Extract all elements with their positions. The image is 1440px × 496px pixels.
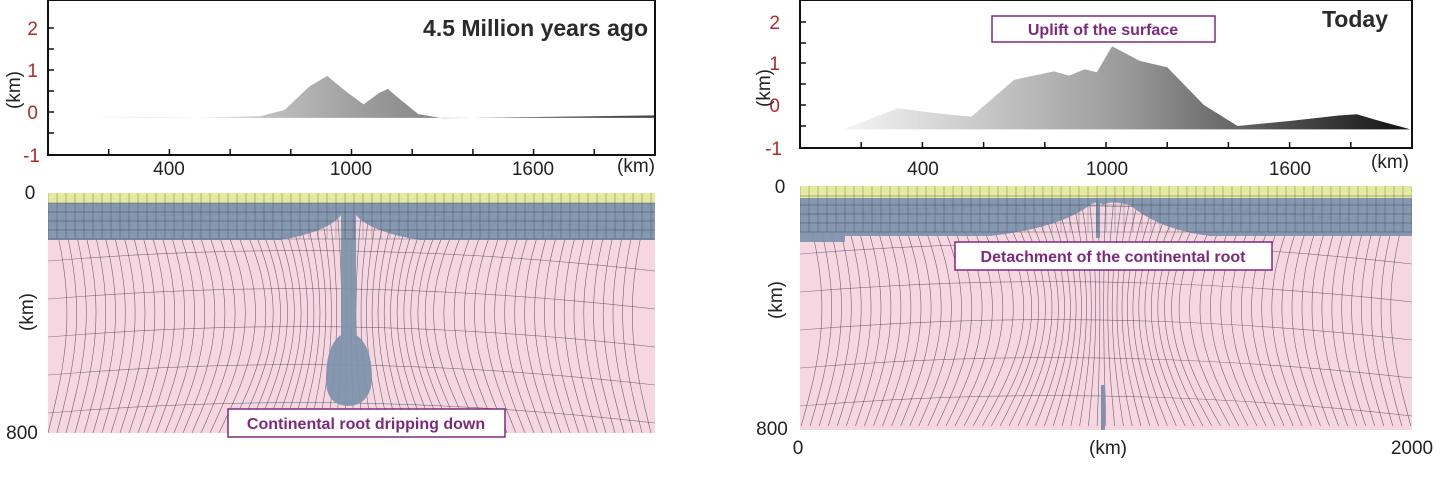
x-tick: 0 bbox=[793, 438, 804, 459]
y-tick: 2 bbox=[769, 13, 780, 34]
x-tick: 1000 bbox=[1086, 159, 1128, 180]
mesh-line bbox=[1111, 186, 1125, 427]
mesh-line bbox=[1069, 186, 1087, 427]
right-model-section: 0 800 (km) 0 (km) 2000 Detachment of the… bbox=[756, 177, 1433, 459]
annotation-box bbox=[991, 15, 1216, 43]
mesh-line bbox=[1138, 186, 1170, 427]
annotation-uplift: Uplift of the surface bbox=[1028, 22, 1178, 39]
right-surface-plot: 2 1 0 -1 (km) 400 1000 1600 (km) Today U… bbox=[754, 0, 1413, 180]
mesh-line bbox=[1121, 186, 1143, 427]
detached-root-neck bbox=[1096, 200, 1100, 238]
y-tick: 0 bbox=[769, 96, 780, 117]
mesh-line bbox=[1033, 186, 1065, 427]
y-axis-label: (km) bbox=[4, 71, 25, 109]
mesh-line bbox=[1060, 186, 1082, 427]
mesh-line bbox=[1042, 186, 1071, 427]
mesh-line bbox=[1116, 186, 1134, 427]
y-tick: 1 bbox=[769, 54, 780, 75]
panel-title: Today bbox=[1322, 6, 1388, 32]
left-surface-plot: 2 1 0 -1 (km) 400 1000 1600 (km) 4.5 Mil… bbox=[4, 0, 656, 180]
y-axis-label: (km) bbox=[17, 293, 38, 331]
annotation-drip: Continental root dripping down bbox=[247, 416, 485, 433]
mesh-line bbox=[1087, 186, 1096, 427]
left-model-section: 0 800 (km) Continental root dripping dow… bbox=[6, 183, 655, 444]
y-axis-label: (km) bbox=[754, 69, 775, 107]
mesh-line bbox=[1126, 186, 1152, 427]
mesh-line bbox=[1051, 186, 1077, 427]
x-tick: 1600 bbox=[1269, 159, 1311, 180]
x-tick: 400 bbox=[153, 159, 185, 180]
x-tick: 400 bbox=[907, 159, 939, 180]
mesh-line bbox=[1078, 186, 1092, 427]
mesh-line bbox=[1144, 186, 1179, 427]
mesh-line bbox=[800, 281, 1412, 303]
left-surface-profile bbox=[93, 75, 655, 119]
lithosphere-layer bbox=[48, 203, 655, 406]
y-tick: 800 bbox=[6, 423, 38, 444]
y-tick: 0 bbox=[25, 183, 36, 204]
y-axis-label: (km) bbox=[766, 281, 787, 319]
mesh-line bbox=[800, 357, 1412, 379]
x-tick: (km) bbox=[1089, 438, 1127, 459]
y-tick: 800 bbox=[756, 419, 788, 440]
x-tick: 2000 bbox=[1391, 438, 1433, 459]
annotation-detachment: Detachment of the continental root bbox=[981, 249, 1247, 266]
x-unit: (km) bbox=[617, 156, 655, 177]
y-tick: -1 bbox=[765, 139, 782, 160]
crust-layer bbox=[48, 193, 655, 203]
y-tick: 1 bbox=[27, 61, 38, 82]
mesh-line bbox=[1132, 186, 1161, 427]
panel-title: 4.5 Million years ago bbox=[423, 15, 648, 41]
y-tick: 2 bbox=[27, 19, 38, 40]
mesh-line bbox=[317, 193, 332, 433]
mesh-line bbox=[1107, 186, 1116, 427]
x-unit: (km) bbox=[1371, 152, 1409, 173]
annotation-box bbox=[954, 241, 1273, 271]
detached-root-fragment bbox=[1101, 385, 1105, 430]
x-tick: 1000 bbox=[330, 159, 372, 180]
right-surface-profile bbox=[845, 46, 1411, 130]
mesh-line bbox=[800, 319, 1412, 341]
mesh-line bbox=[366, 193, 382, 433]
mesh-line bbox=[308, 193, 327, 433]
annotation-box bbox=[227, 408, 506, 438]
y-tick: 0 bbox=[775, 177, 786, 198]
y-tick: 0 bbox=[27, 103, 38, 124]
x-tick: 1600 bbox=[512, 159, 554, 180]
y-tick: -1 bbox=[23, 146, 40, 167]
